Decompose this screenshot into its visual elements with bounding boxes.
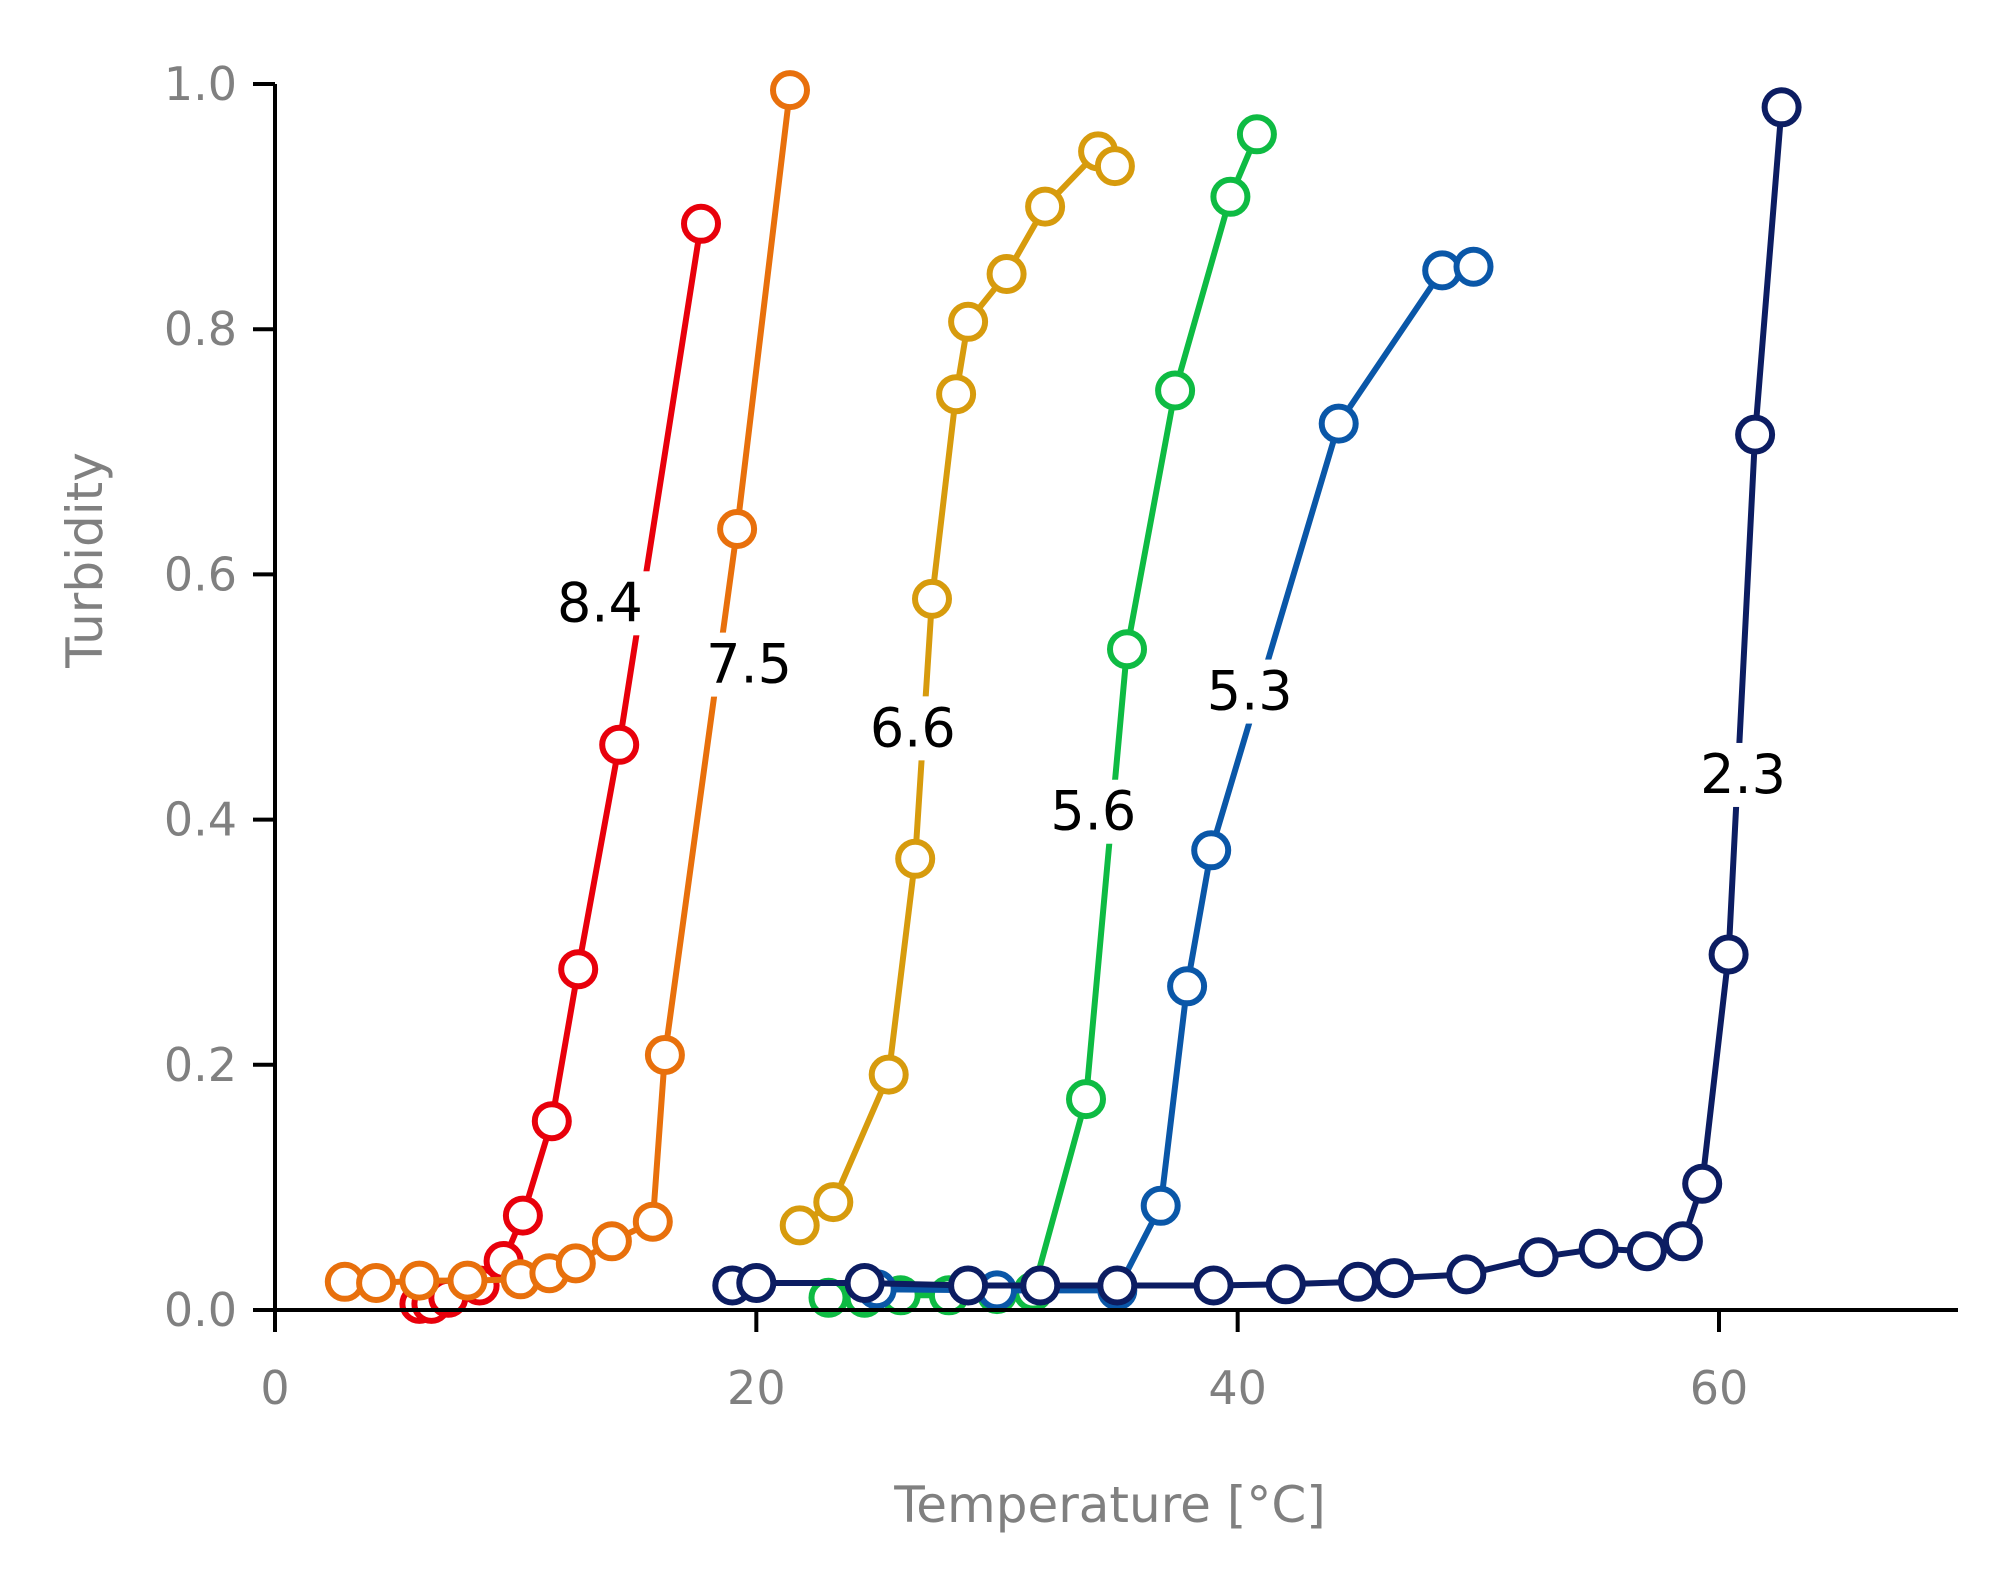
data-point (591, 1221, 632, 1262)
y-tick-label: 0.8 (164, 302, 237, 356)
series-label-7.5: 7.5 (693, 632, 806, 697)
y-axis-title: Turbidity (56, 452, 114, 669)
data-point (356, 1263, 397, 1303)
data-point (948, 1265, 989, 1306)
label-background (543, 571, 656, 636)
label-background (856, 696, 969, 761)
data-point (1265, 1264, 1306, 1305)
data-point (681, 203, 721, 244)
data-point (736, 1263, 777, 1303)
series-label-6.6: 6.6 (856, 696, 969, 761)
data-point (1662, 1221, 1703, 1262)
data-point (1140, 1185, 1181, 1226)
series-label-text: 8.4 (557, 571, 643, 634)
x-axis-ticks: 0 20 40 60 (260, 1310, 1748, 1415)
data-point (558, 949, 599, 990)
label-background (693, 632, 806, 697)
data-point (1578, 1228, 1619, 1269)
data-point (1761, 87, 1802, 128)
data-point (1155, 370, 1196, 411)
data-point (1318, 403, 1359, 444)
data-point (1025, 186, 1066, 227)
series-label-5.3: 5.3 (1193, 659, 1306, 724)
data-point (447, 1260, 488, 1301)
series-label-text: 6.6 (870, 696, 956, 759)
y-tick-label: 0.0 (164, 1283, 237, 1337)
data-point (1094, 146, 1135, 187)
x-tick-label: 40 (1208, 1361, 1267, 1415)
data-point (1167, 966, 1208, 1007)
data-point (1236, 114, 1277, 155)
series-labels: 8.4 7.5 6.6 5.6 5.3 2.3 (543, 571, 1800, 844)
label-background (1037, 779, 1150, 844)
series-6.6 (779, 131, 1135, 1246)
series-label-text: 5.6 (1050, 780, 1136, 843)
data-point (1374, 1258, 1415, 1299)
data-point (399, 1260, 440, 1301)
data-point (868, 1054, 909, 1095)
series-label-text: 7.5 (706, 633, 792, 696)
series-layer (324, 70, 1802, 1324)
data-point (1735, 414, 1776, 455)
y-tick-label: 0.6 (164, 547, 237, 601)
data-point (1626, 1231, 1667, 1272)
series-label-text: 5.3 (1207, 660, 1293, 723)
data-point (770, 70, 810, 111)
series-8.4 (399, 203, 721, 1324)
x-tick-label: 0 (260, 1361, 289, 1415)
x-tick-label: 20 (727, 1361, 786, 1415)
series-7.5 (324, 70, 810, 1303)
x-axis-title: Temperature [°C] (893, 1476, 1326, 1534)
data-point (779, 1205, 820, 1246)
data-point (1066, 1079, 1106, 1120)
data-point (717, 509, 758, 549)
data-point (1210, 176, 1251, 217)
label-background (1193, 659, 1306, 724)
data-point (1191, 830, 1232, 871)
data-point (1518, 1237, 1559, 1278)
label-background (1687, 742, 1800, 807)
data-point (1193, 1265, 1234, 1306)
series-label-8.4: 8.4 (543, 571, 656, 636)
series-2.3 (712, 87, 1802, 1306)
series-label-2.3: 2.3 (1687, 742, 1800, 807)
data-point (1446, 1254, 1487, 1295)
data-point (936, 374, 977, 415)
data-point (1097, 1265, 1138, 1306)
data-point (531, 1101, 572, 1142)
data-point (502, 1195, 543, 1236)
series-label-text: 2.3 (1700, 743, 1786, 806)
y-tick-label: 1.0 (164, 57, 237, 111)
data-point (1020, 1265, 1061, 1306)
data-point (986, 254, 1027, 294)
data-point (1682, 1163, 1723, 1204)
y-axis-ticks: 0.0 0.2 0.4 0.6 0.8 1.0 (164, 57, 275, 1337)
data-point (948, 301, 989, 342)
data-point (1708, 934, 1749, 975)
data-point (813, 1182, 854, 1223)
data-point (632, 1201, 673, 1242)
x-tick-label: 60 (1690, 1361, 1749, 1415)
series-line (876, 263, 1474, 1294)
data-point (1107, 629, 1147, 670)
series-label-5.6: 5.6 (1037, 779, 1150, 844)
data-point (844, 1263, 885, 1303)
data-point (895, 838, 936, 879)
y-tick-label: 0.4 (164, 793, 237, 847)
data-point (1338, 1261, 1378, 1302)
y-tick-label: 0.2 (164, 1038, 237, 1092)
data-point (912, 578, 952, 619)
data-point (555, 1243, 596, 1284)
data-point (1453, 246, 1494, 287)
data-point (599, 724, 640, 765)
data-point (644, 1035, 685, 1075)
